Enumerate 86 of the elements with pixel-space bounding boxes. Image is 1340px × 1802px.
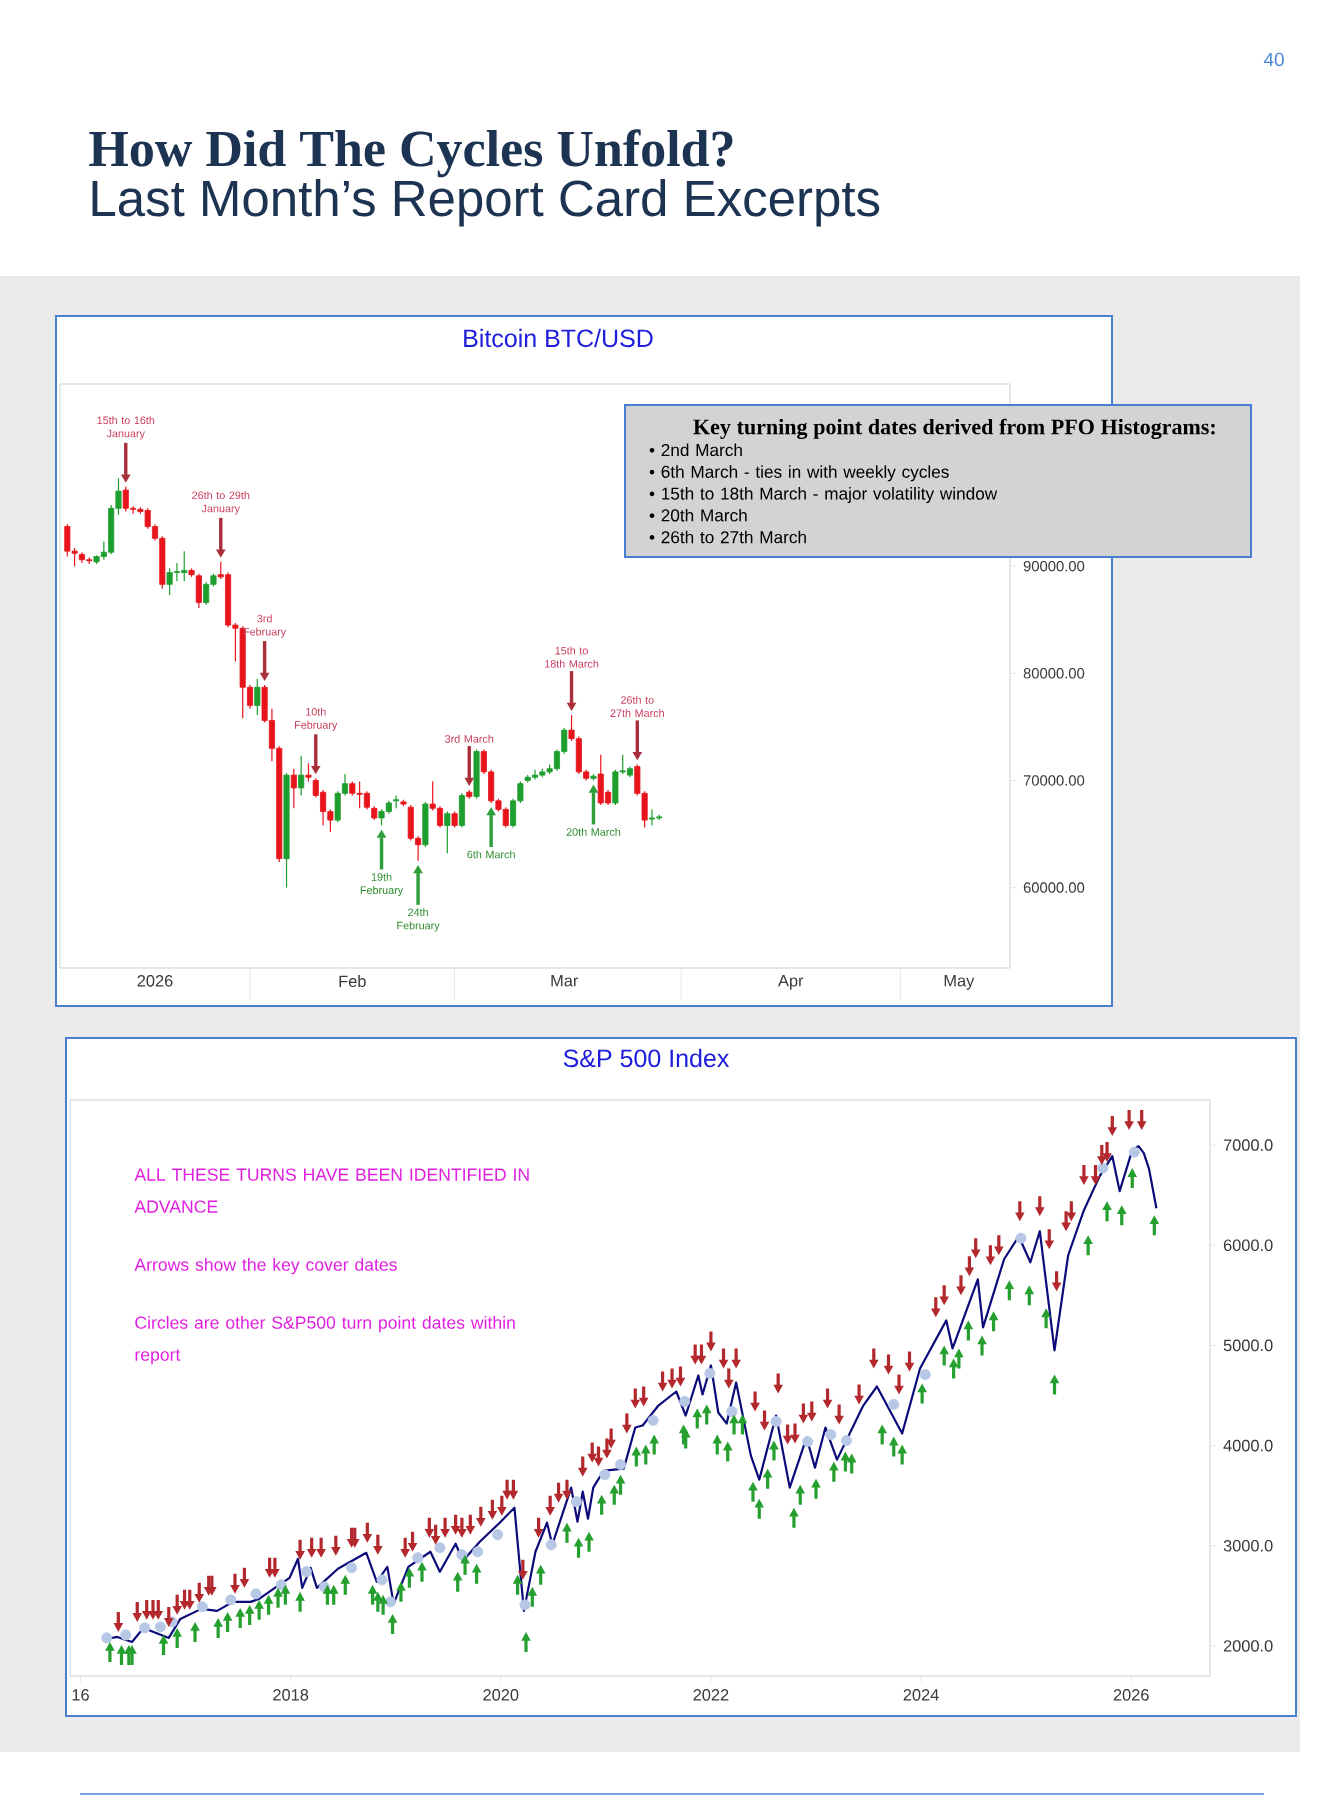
annotation: • 2nd March [649,443,742,457]
chart-title: S&P 500 Index [563,1048,730,1068]
candlestick [298,755,305,797]
annotation: • 15th to 18th March - major volatility window [649,487,998,504]
point [376,1574,388,1586]
point [139,1622,151,1634]
annotation: Arrows show the key cover dates [134,1257,397,1275]
x-tick-label: 2018 [273,1689,309,1701]
x-tick-label: 16 [72,1689,89,1701]
point [196,1601,208,1613]
candlestick [473,748,480,800]
point [300,1566,312,1578]
x-tick-label: Apr [778,975,804,990]
candlestick [203,581,210,606]
point [1097,1162,1109,1174]
candlestick [64,523,71,558]
candlestick [254,678,261,716]
annotation: Circles are other S&P500 turn point dates within report [135,1315,515,1365]
text: Last Month’s Report Card Excerpts [92,179,880,227]
annotation: ALL THESE TURNS HAVE BEEN IDENTIFIED IN ADVANCE [134,1168,529,1213]
candlestick [575,735,582,775]
candlestick [422,801,429,848]
candlestick [436,805,444,829]
y-tick-label: 7000.0 [1223,1139,1273,1151]
point [802,1436,814,1448]
annotation: • 26th to 27th March [649,530,806,544]
point [726,1406,738,1418]
point [704,1367,716,1379]
candlestick [356,780,363,809]
point [384,1596,396,1608]
y-tick-label: 3000.0 [1223,1539,1273,1552]
y-tick-label: 4000.0 [1223,1439,1273,1452]
point [647,1415,659,1427]
y-tick-label: 6000.0 [1223,1239,1273,1252]
point [412,1552,424,1564]
x-tick-label: 2026 [137,975,173,987]
point [492,1529,504,1541]
point [570,1496,582,1508]
point [101,1632,113,1644]
candlestick [502,806,509,829]
y-tick-label: 5000.0 [1223,1339,1273,1352]
candlestick [166,567,173,596]
point [545,1539,557,1551]
point [456,1549,468,1561]
point [825,1429,837,1441]
candlestick [195,573,202,609]
point [346,1562,358,1574]
x-tick-label: Mar [551,975,579,987]
point [250,1588,262,1600]
x-tick-label: May [944,975,975,990]
y-tick-label: 2000.0 [1223,1640,1273,1652]
point [840,1435,852,1447]
candlestick [648,808,655,827]
chart-title: Bitcoin BTC/USD [464,328,653,348]
point [225,1594,237,1606]
point [434,1542,446,1554]
x-tick-label: Feb [339,975,366,988]
text: How Did The Cycles Unfold? [89,129,733,178]
point [615,1459,627,1471]
point [1128,1146,1140,1158]
point [679,1396,691,1408]
x-tick-label: 2020 [483,1689,519,1701]
candlestick [444,810,451,854]
candlestick [597,754,604,806]
x-tick-label: 2022 [693,1689,729,1701]
point [919,1368,931,1380]
candlestick [122,486,129,513]
point [275,1579,287,1591]
point [770,1416,782,1428]
point [472,1546,484,1558]
point [888,1399,900,1411]
point [154,1621,166,1633]
x-tick-label: 2026 [1113,1689,1149,1701]
point [599,1469,611,1481]
candlestick [173,562,180,582]
candlestick [290,768,297,809]
annotation: • 20th March [649,508,747,522]
point [1015,1232,1027,1244]
text: 40 [1263,52,1284,67]
annotation: • 6th March - ties in with weekly cycles [649,465,949,482]
point [120,1629,132,1641]
x-tick-label: 2024 [903,1689,939,1701]
candlestick [458,792,465,829]
annotation: Key turning point dates derived from PFO Histograms: [693,418,1215,439]
point [519,1599,531,1611]
candlestick [181,550,188,582]
